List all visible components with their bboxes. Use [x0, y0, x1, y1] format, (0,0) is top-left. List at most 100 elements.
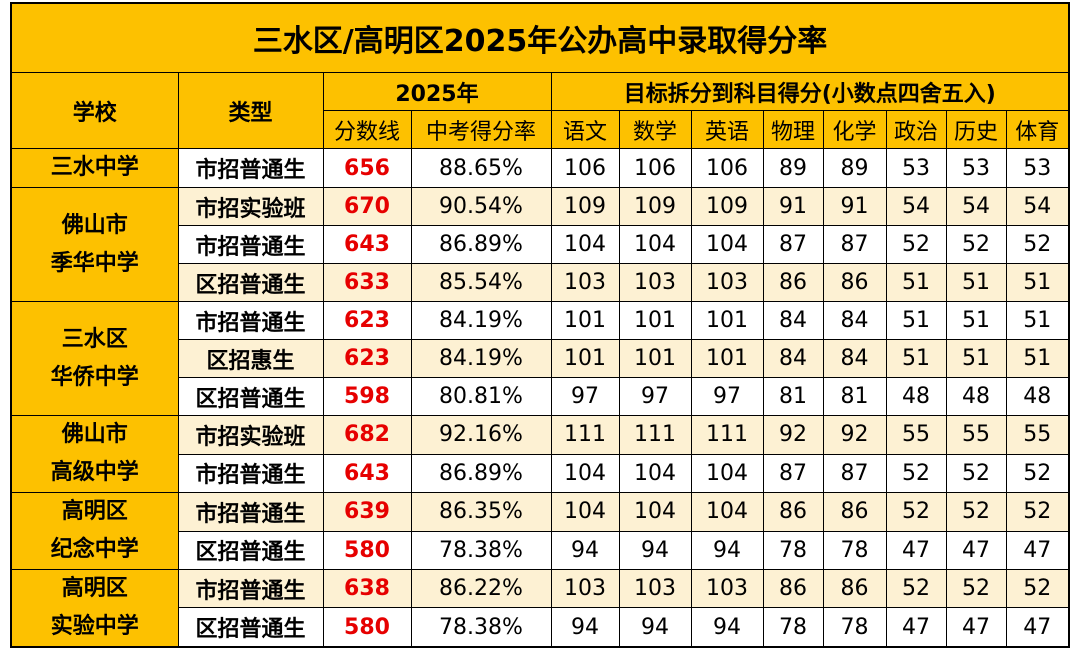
school-name: 实验中学 — [50, 614, 139, 639]
data-cell: 94 — [690, 607, 764, 648]
data-cell: 84 — [762, 301, 824, 340]
data-cell: 86 — [822, 568, 887, 609]
school-name: 佛山市 — [61, 212, 128, 238]
data-cell: 104 — [550, 492, 620, 532]
data-cell: 47 — [1005, 607, 1070, 648]
type-cell: 市招普通生 — [177, 568, 324, 609]
data-cell: 86.35% — [410, 492, 552, 532]
data-cell: 87 — [762, 225, 824, 264]
data-cell: 51 — [945, 339, 1007, 378]
table-row: 佛山市 季华中学 市招实验班 670 90.54% 109 109 109 91 91 54 54 54 — [10, 187, 1070, 302]
data-cell: 55 — [1005, 415, 1070, 455]
data-cell: 106 — [618, 148, 692, 188]
score-cell: 639 — [322, 492, 412, 532]
column-header: 英语 — [690, 110, 764, 149]
school-cell: 高明区 实验中学 — [10, 569, 179, 648]
table-row: 高明区 实验中学 市招普通生 638 86.22% 103 103 103 86 86 52 52 52 — [10, 568, 1070, 648]
type-cell: 区招普通生 — [177, 263, 324, 302]
data-cell: 51 — [885, 339, 947, 378]
data-cell: 52 — [945, 225, 1007, 264]
column-header: 化学 — [822, 110, 887, 149]
score-cell: 643 — [322, 453, 412, 493]
data-cell: 81 — [822, 377, 887, 416]
data-cell: 94 — [550, 530, 620, 570]
data-cell: 52 — [1005, 225, 1070, 264]
data-cell: 85.54% — [410, 263, 552, 302]
school-name: 三水区 — [61, 326, 128, 352]
data-cell: 106 — [550, 148, 620, 188]
data-cell: 87 — [822, 225, 887, 264]
data-cell: 109 — [618, 187, 692, 226]
data-cell: 109 — [550, 187, 620, 226]
data-cell: 89 — [762, 148, 824, 188]
data-cell: 91 — [822, 187, 887, 226]
data-cell: 52 — [1005, 568, 1070, 609]
score-cell: 682 — [322, 415, 412, 455]
score-cell: 623 — [322, 301, 412, 340]
column-header: 体育 — [1005, 110, 1070, 149]
score-cell: 638 — [322, 568, 412, 609]
data-cell: 52 — [885, 492, 947, 532]
table-row: 市招普通生 643 86.89% 104 104 104 87 87 52 52 52 — [11, 453, 1070, 493]
column-header: 分数线 — [322, 110, 412, 149]
data-cell: 55 — [885, 415, 947, 455]
data-cell: 52 — [885, 568, 947, 609]
data-cell: 52 — [945, 568, 1007, 609]
data-cell: 84.19% — [410, 301, 552, 340]
data-cell: 54 — [885, 187, 947, 226]
data-cell: 54 — [945, 187, 1007, 226]
data-cell: 80.81% — [410, 377, 552, 416]
data-cell: 86 — [762, 492, 824, 532]
header-cell: 类型 — [177, 72, 324, 149]
data-cell: 111 — [690, 415, 764, 455]
score-cell: 623 — [322, 339, 412, 378]
data-cell: 104 — [690, 492, 764, 532]
data-cell: 78 — [762, 607, 824, 648]
data-cell: 106 — [690, 148, 764, 188]
data-cell: 52 — [885, 453, 947, 493]
table-row: 区招普通生 598 80.81% 97 97 97 81 81 48 48 48 — [11, 377, 1070, 416]
data-cell: 88.65% — [410, 148, 552, 188]
data-cell: 104 — [618, 453, 692, 493]
data-cell: 91 — [762, 187, 824, 226]
data-cell: 86.22% — [410, 568, 552, 609]
data-cell: 104 — [690, 225, 764, 264]
school-name: 华侨中学 — [50, 364, 139, 390]
score-cell: 580 — [322, 530, 412, 570]
score-cell: 670 — [322, 187, 412, 226]
school-cell: 佛山市 高级中学 — [10, 415, 179, 493]
data-cell: 97 — [550, 377, 620, 416]
data-cell: 97 — [618, 377, 692, 416]
data-cell: 48 — [885, 377, 947, 416]
column-header: 语文 — [550, 110, 620, 149]
data-cell: 86 — [822, 492, 887, 532]
data-cell: 104 — [618, 492, 692, 532]
data-cell: 51 — [945, 263, 1007, 302]
data-cell: 92.16% — [410, 415, 552, 455]
table-row: 三水中学 市招普通生 656 88.65% 106 106 106 89 89 53 53 53 — [10, 148, 1070, 188]
data-cell: 51 — [1005, 263, 1070, 302]
score-cell: 656 — [322, 148, 412, 188]
data-cell: 94 — [550, 607, 620, 648]
data-cell: 47 — [945, 530, 1007, 570]
type-cell: 市招普通生 — [177, 148, 324, 188]
data-cell: 53 — [1005, 148, 1070, 188]
type-cell: 市招普通生 — [177, 225, 324, 264]
data-cell: 51 — [945, 301, 1007, 340]
data-cell: 86 — [822, 263, 887, 302]
data-cell: 89 — [822, 148, 887, 188]
school-cell: 高明区 纪念中学 — [10, 492, 179, 570]
data-cell: 55 — [945, 415, 1007, 455]
data-cell: 47 — [945, 607, 1007, 648]
data-cell: 87 — [762, 453, 824, 493]
data-cell: 101 — [690, 301, 764, 340]
data-cell: 47 — [1005, 530, 1070, 570]
score-table: 三水区/高明区2025年公办高中录取得分率 学校 类型 2025年 目标拆分到科… — [10, 2, 1071, 648]
data-cell: 104 — [618, 225, 692, 264]
column-header: 政治 — [885, 110, 947, 149]
data-cell: 47 — [885, 530, 947, 570]
type-cell: 区招惠生 — [177, 339, 324, 378]
column-header: 历史 — [945, 110, 1007, 149]
data-cell: 92 — [762, 415, 824, 455]
